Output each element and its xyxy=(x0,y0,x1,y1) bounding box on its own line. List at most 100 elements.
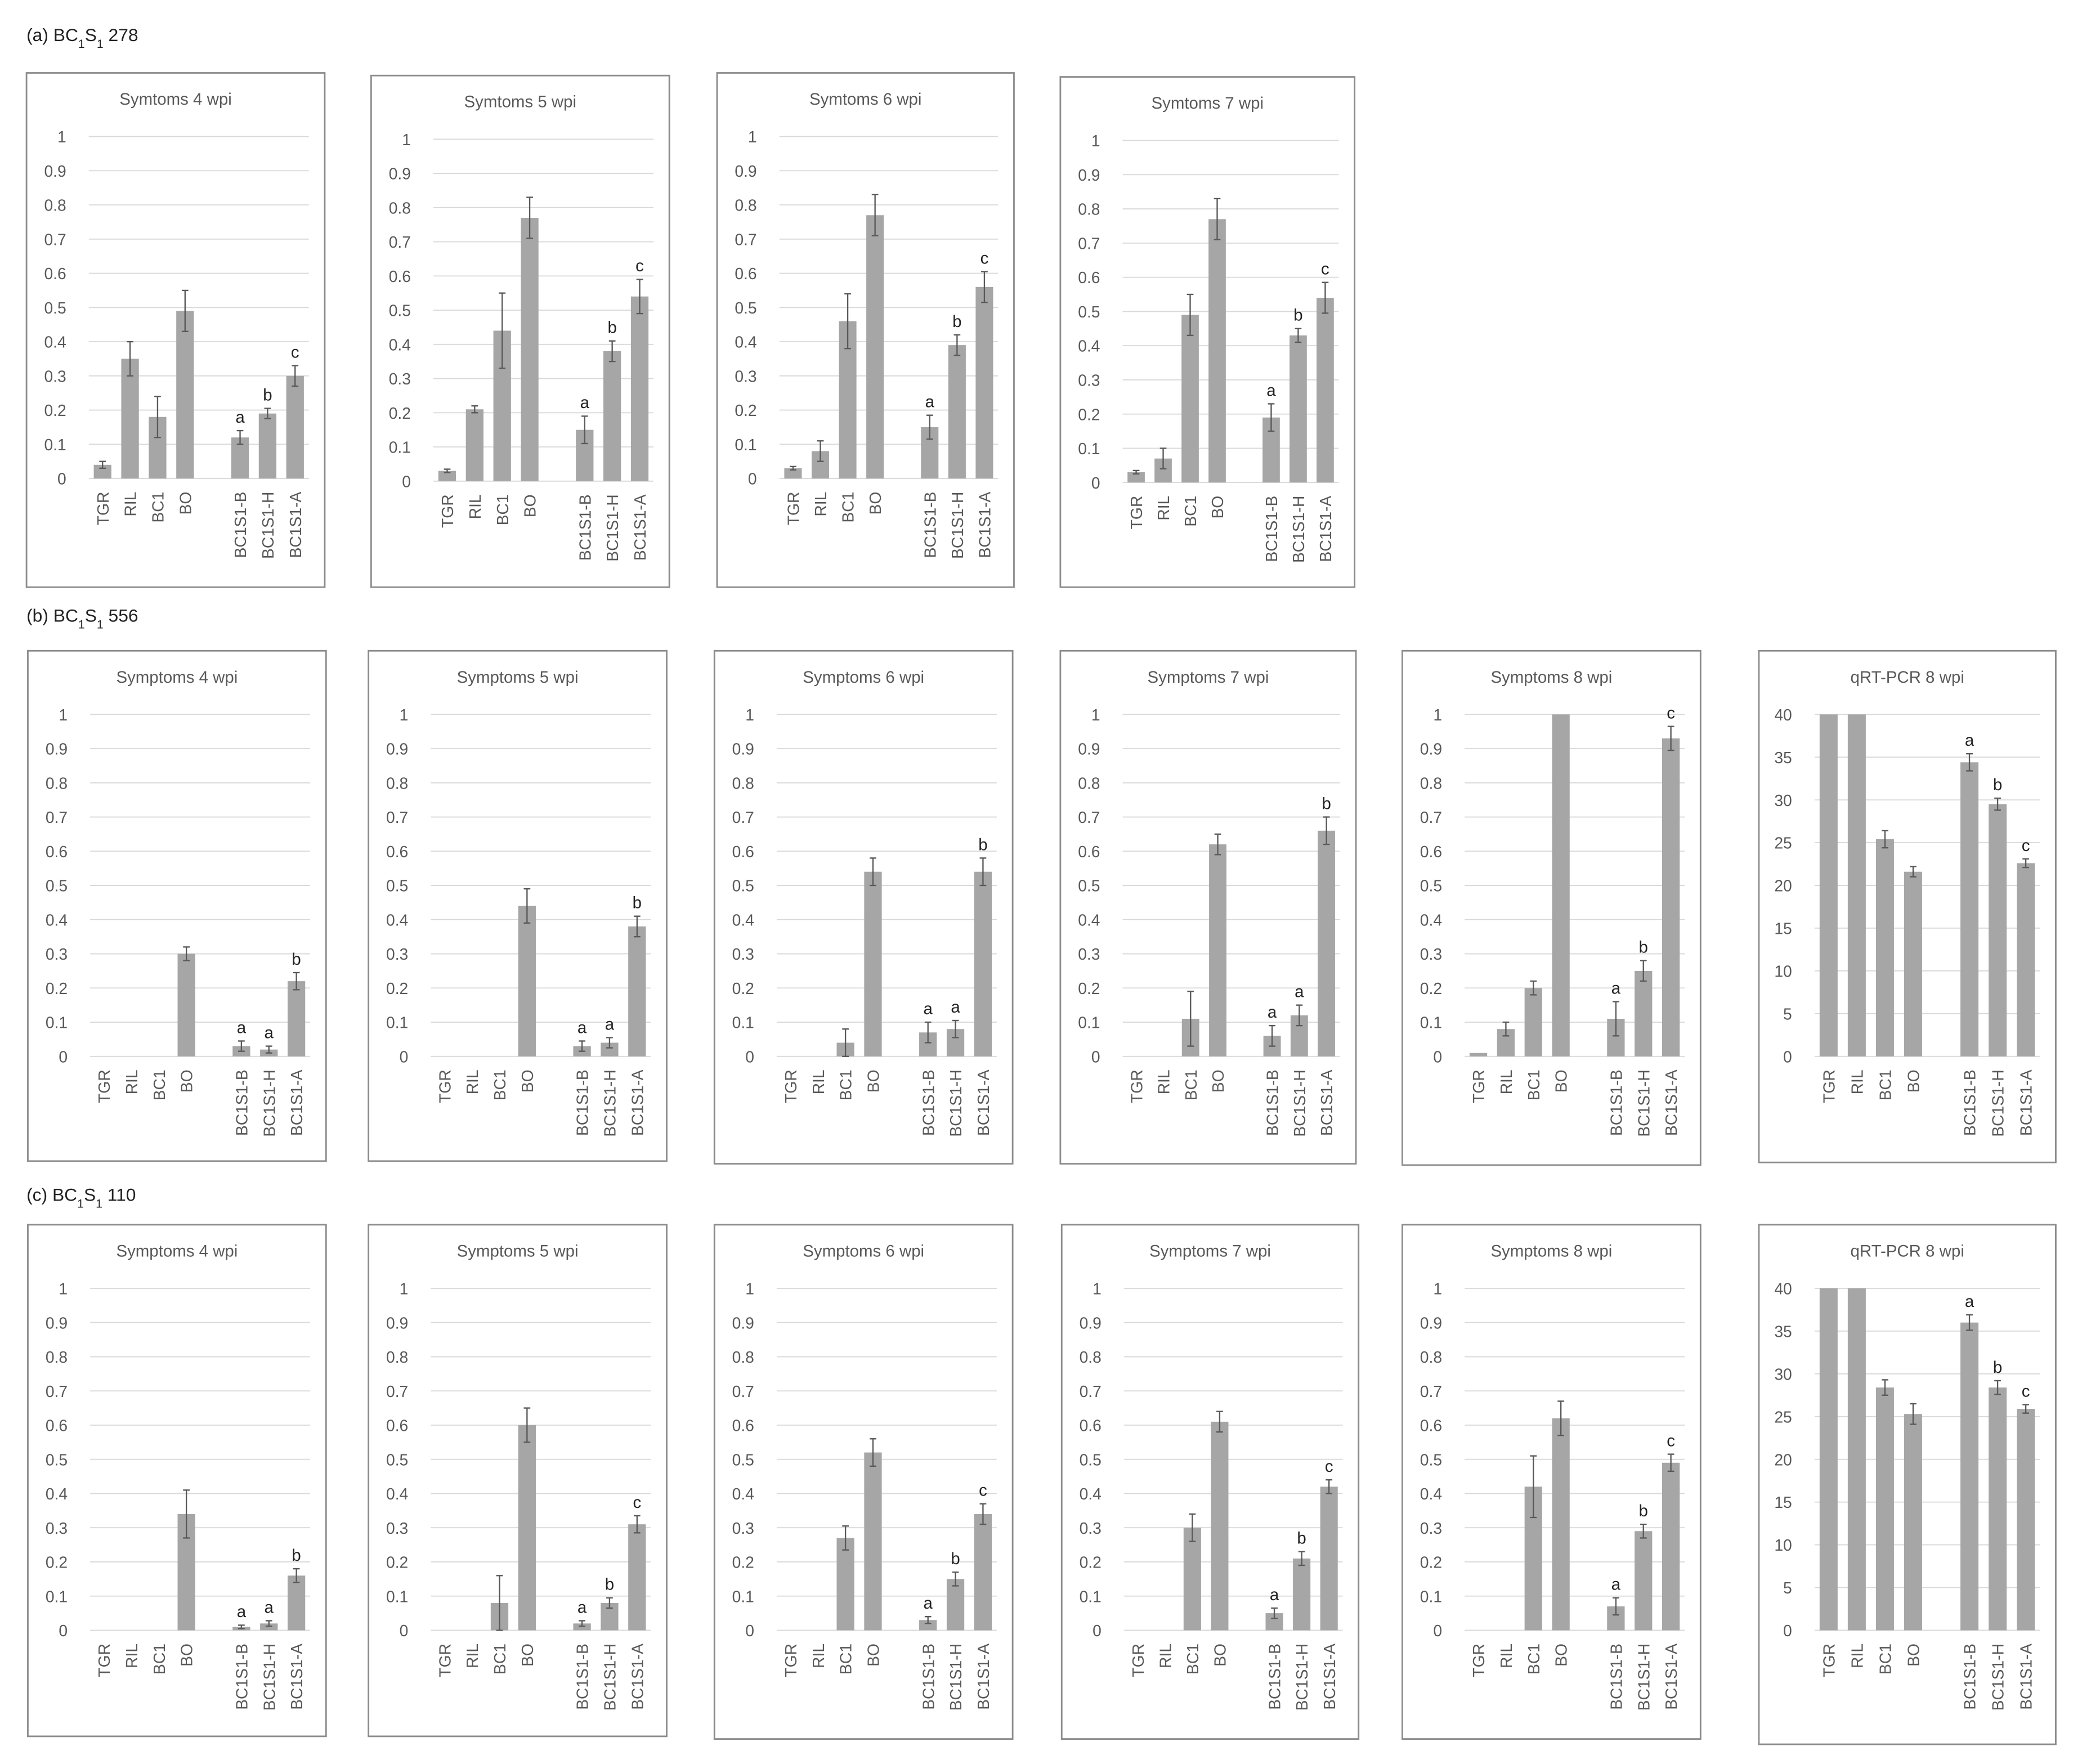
y-tick-label: 0.2 xyxy=(1420,979,1442,997)
x-tick-label: BC1S1-A xyxy=(286,492,305,558)
group-label-subscript: 1 xyxy=(78,38,85,51)
x-tick-label: BC1S1-H xyxy=(1989,1069,2007,1136)
x-tick-label: BO xyxy=(1905,1644,1923,1667)
x-tick-label: BC1 xyxy=(837,1644,855,1675)
y-tick-label: 0.6 xyxy=(1078,843,1100,861)
x-tick-label: BC1S1-B xyxy=(574,1069,592,1136)
y-tick-label: 0.7 xyxy=(732,1382,754,1400)
group-label: (c) BC1S1 110 xyxy=(26,1185,136,1211)
y-tick-label: 20 xyxy=(1774,1450,1792,1468)
x-tick-label: BC1S1-B xyxy=(1961,1644,1979,1710)
y-tick-label: 0.4 xyxy=(1078,337,1100,355)
x-tick-label: BO xyxy=(1211,1644,1229,1667)
y-tick-label: 0.5 xyxy=(1078,303,1100,321)
x-tick-label: BC1 xyxy=(150,1644,168,1675)
y-tick-label: 40 xyxy=(1774,1280,1792,1298)
bar xyxy=(1662,1462,1680,1631)
bar xyxy=(1847,714,1866,1056)
y-tick-label: 0.1 xyxy=(735,436,756,454)
y-tick-label: 0.2 xyxy=(389,404,411,422)
y-tick-label: 0.3 xyxy=(732,945,754,963)
chart-panel: Symptoms 6 wpi 0 0.1 0.2 0.3 0.4 0.5 0.6 0.7 0.8 0… xyxy=(713,650,1014,1165)
bar xyxy=(1317,298,1334,483)
chart-panel: Symptoms 4 wpi 0 0.1 0.2 0.3 0.4 0.5 0.6 0.7 0.8 0… xyxy=(27,1224,327,1738)
chart-title: Symptoms 6 wpi xyxy=(803,668,924,687)
bar xyxy=(1209,844,1226,1056)
y-tick-label: 0.8 xyxy=(389,199,411,217)
y-tick-label: 0.2 xyxy=(46,979,68,997)
chart-panel: Symptoms 8 wpi 0 0.1 0.2 0.3 0.4 0.5 0.6 0.7 0.8 0… xyxy=(1402,1224,1702,1740)
x-tick-label: BC1S1-H xyxy=(1290,496,1308,563)
x-tick-label: RIL xyxy=(466,494,484,519)
y-tick-label: 1 xyxy=(1433,1280,1442,1298)
x-tick-label: BO xyxy=(178,1644,196,1667)
y-tick-label: 0.8 xyxy=(735,196,756,214)
y-tick-label: 0.7 xyxy=(732,808,754,826)
x-tick-label: RIL xyxy=(1156,1644,1174,1668)
bar xyxy=(603,351,621,481)
y-tick-label: 0.3 xyxy=(386,1519,408,1537)
x-tick-label: BC1S1-B xyxy=(919,1644,937,1710)
x-tick-label: BC1 xyxy=(837,1069,855,1100)
significance-letter: a xyxy=(235,408,245,427)
bar xyxy=(919,1620,937,1631)
y-tick-label: 0.9 xyxy=(1420,1314,1442,1332)
x-tick-label: BC1S1-H xyxy=(601,1069,619,1136)
y-tick-label: 15 xyxy=(1774,1493,1792,1511)
x-tick-label: BC1S1-A xyxy=(976,492,994,558)
bar xyxy=(1819,714,1838,1056)
y-tick-label: 0 xyxy=(745,1622,754,1640)
bar xyxy=(1847,1288,1866,1631)
significance-letter: a xyxy=(951,998,960,1017)
y-tick-label: 0 xyxy=(1783,1622,1792,1640)
y-tick-label: 0.1 xyxy=(1078,440,1100,458)
y-tick-label: 0.2 xyxy=(1078,979,1100,997)
y-tick-label: 0.7 xyxy=(46,1382,68,1400)
bar xyxy=(1819,1288,1838,1631)
y-tick-label: 0.4 xyxy=(44,333,66,351)
bar xyxy=(1290,335,1307,483)
y-tick-label: 20 xyxy=(1774,877,1792,895)
x-tick-label: TGR xyxy=(1127,1069,1145,1103)
y-tick-label: 0.9 xyxy=(389,165,411,183)
bar xyxy=(1208,219,1226,483)
y-tick-label: 0 xyxy=(1091,474,1100,492)
y-tick-label: 1 xyxy=(400,1280,409,1298)
group-label-subscript: 1 xyxy=(97,38,104,51)
significance-letter: c xyxy=(2022,1382,2030,1400)
y-tick-label: 0.6 xyxy=(46,1417,68,1435)
x-tick-label: RIL xyxy=(812,492,830,517)
y-tick-label: 0.5 xyxy=(386,1450,408,1468)
y-tick-label: 1 xyxy=(400,706,409,724)
y-tick-label: 0.4 xyxy=(1078,911,1100,929)
x-tick-label: BO xyxy=(1209,1069,1227,1093)
bar xyxy=(2017,1409,2035,1631)
x-tick-label: TGR xyxy=(1470,1069,1488,1103)
bar xyxy=(836,1538,854,1631)
y-tick-label: 0.6 xyxy=(1420,1417,1442,1435)
significance-letter: b xyxy=(952,312,961,331)
significance-letter: b xyxy=(633,894,642,912)
x-tick-label: BC1S1-H xyxy=(259,492,277,559)
significance-letter: a xyxy=(265,1598,274,1617)
x-tick-label: BC1S1-A xyxy=(628,1069,646,1136)
significance-letter: c xyxy=(1325,1457,1333,1476)
y-tick-label: 0.7 xyxy=(46,808,68,826)
y-tick-label: 0.6 xyxy=(1420,843,1442,861)
x-tick-label: BC1S1-A xyxy=(974,1644,992,1710)
y-tick-label: 35 xyxy=(1774,1322,1792,1340)
y-tick-label: 0.5 xyxy=(1078,877,1100,895)
chart-panel: Symptoms 6 wpi 0 0.1 0.2 0.3 0.4 0.5 0.6 0.7 0.8 0… xyxy=(713,1224,1014,1740)
significance-letter: c xyxy=(635,257,644,275)
chart-title: qRT-PCR 8 wpi xyxy=(1851,1242,1964,1260)
y-tick-label: 0 xyxy=(1433,1047,1442,1065)
x-tick-label: BC1S1-B xyxy=(231,492,249,558)
y-tick-label: 0.1 xyxy=(44,436,66,454)
x-tick-label: BC1S1-A xyxy=(2017,1644,2035,1710)
y-tick-label: 0.9 xyxy=(46,740,68,758)
bar xyxy=(1524,988,1542,1056)
y-tick-label: 0.7 xyxy=(1420,808,1442,826)
y-tick-label: 0.7 xyxy=(386,808,408,826)
chart-frame xyxy=(27,1224,327,1738)
y-tick-label: 0.5 xyxy=(732,877,754,895)
